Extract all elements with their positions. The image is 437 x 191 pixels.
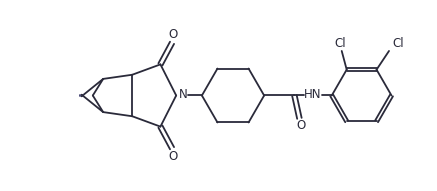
Text: Cl: Cl (334, 37, 346, 50)
Text: HN: HN (304, 88, 322, 101)
Text: O: O (169, 150, 178, 163)
Text: N: N (179, 88, 187, 101)
Text: O: O (296, 119, 306, 132)
Text: O: O (169, 28, 178, 41)
Text: Cl: Cl (392, 37, 404, 50)
